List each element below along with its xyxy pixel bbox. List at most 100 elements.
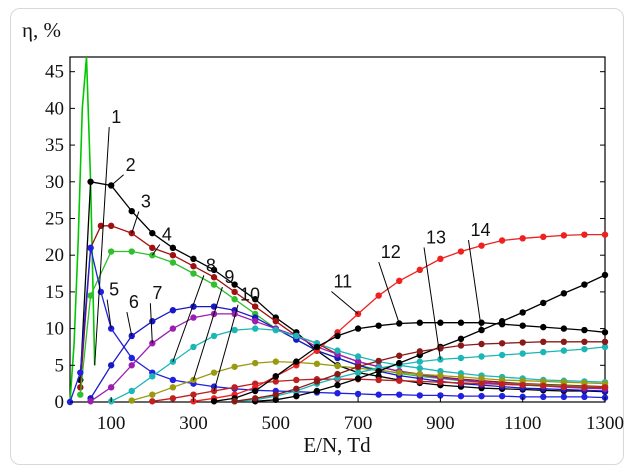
data-point: [478, 353, 485, 360]
data-point: [416, 378, 424, 385]
curve-leader-line: [149, 303, 153, 344]
data-point: [128, 387, 135, 395]
y-tick-label: 40: [45, 98, 64, 119]
data-point: [560, 378, 568, 386]
y-tick-label: 25: [45, 208, 64, 229]
data-point: [169, 307, 177, 314]
data-point: [293, 358, 300, 365]
data-point: [519, 377, 526, 384]
data-point: [169, 244, 177, 252]
data-point: [478, 380, 485, 387]
data-point: [210, 266, 218, 274]
data-point: [560, 325, 568, 332]
data-point: [478, 392, 485, 400]
data-point: [396, 391, 403, 398]
data-point: [190, 391, 197, 398]
y-tick-label: 5: [55, 355, 65, 376]
data-point: [149, 244, 156, 252]
data-point: [396, 277, 403, 285]
data-point: [293, 392, 300, 400]
data-point: [272, 373, 279, 380]
data-point: [498, 376, 506, 384]
data-point: [581, 231, 588, 238]
data-point: [210, 274, 218, 281]
data-point: [251, 303, 259, 310]
y-tick-label: 20: [45, 245, 64, 266]
curve-label: 14: [470, 220, 490, 240]
data-point: [272, 378, 279, 385]
data-point: [581, 384, 588, 391]
data-point: [457, 392, 465, 400]
data-point: [251, 359, 259, 367]
x-tick-label: 1300: [586, 413, 624, 434]
data-point: [354, 369, 362, 376]
curve-leader-line: [423, 247, 441, 360]
x-tick-label: 1100: [504, 413, 541, 434]
data-point: [601, 231, 609, 238]
data-point: [581, 281, 588, 288]
data-point: [560, 347, 568, 354]
data-point: [498, 381, 506, 388]
data-point: [396, 359, 403, 367]
data-point: [581, 379, 588, 387]
y-tick-label: 45: [45, 62, 64, 83]
data-point: [437, 255, 444, 263]
series-14: [251, 271, 609, 405]
data-point: [128, 207, 135, 215]
data-point: [540, 323, 547, 331]
data-point: [581, 326, 588, 334]
data-point: [437, 319, 444, 326]
x-tick-label: 500: [262, 413, 291, 434]
data-point: [231, 296, 238, 303]
x-tick-label: 100: [97, 413, 126, 434]
curve-label: 6: [129, 292, 139, 312]
data-point: [457, 335, 465, 343]
data-point: [149, 391, 156, 398]
data-point: [272, 326, 279, 334]
data-point: [169, 384, 177, 391]
data-point: [87, 178, 94, 185]
data-point: [457, 373, 465, 381]
x-tick-label: 700: [344, 413, 373, 434]
data-point: [334, 347, 341, 354]
data-point: [231, 363, 238, 370]
data-point: [354, 375, 362, 382]
data-point: [601, 329, 609, 336]
data-point: [375, 367, 382, 375]
data-point: [231, 326, 238, 334]
data-point: [437, 372, 444, 379]
data-point: [560, 290, 568, 297]
series-line: [255, 274, 606, 402]
data-point: [97, 222, 105, 230]
data-point: [293, 376, 300, 384]
data-point: [107, 248, 115, 255]
data-point: [540, 382, 547, 390]
data-point: [560, 393, 568, 401]
data-point: [251, 318, 259, 325]
data-point: [519, 322, 526, 329]
data-point: [478, 340, 485, 348]
data-point: [107, 384, 115, 391]
series-line: [79, 225, 606, 388]
data-point: [334, 389, 341, 397]
data-point: [519, 350, 526, 357]
data-point: [334, 362, 341, 370]
curve-leader-line: [192, 286, 223, 381]
data-point: [375, 357, 382, 365]
data-point: [601, 338, 609, 346]
data-point: [354, 363, 362, 370]
data-point: [149, 318, 156, 325]
data-point: [416, 392, 424, 399]
data-point: [128, 397, 135, 404]
data-point: [457, 319, 465, 326]
y-tick-label: 0: [55, 392, 65, 413]
data-point: [190, 270, 197, 277]
data-point: [293, 385, 300, 392]
y-tick-label: 15: [45, 282, 64, 303]
data-point: [190, 255, 197, 263]
data-point: [457, 342, 465, 349]
curve-leader-line: [131, 211, 140, 234]
data-point: [313, 343, 321, 351]
series-unlabeled: [231, 338, 609, 405]
